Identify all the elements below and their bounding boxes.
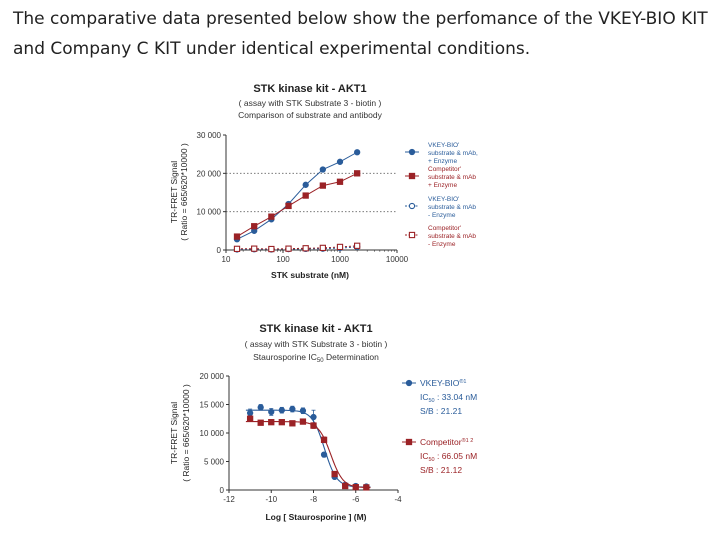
- chart1-series-1-point: [336, 178, 344, 185]
- chart1-series-1-point: [285, 202, 292, 210]
- chart1-ytick-label-3: 30 000: [197, 131, 222, 140]
- chart1-ylabel-2: ( Ratio = 665/620*10000 ): [179, 143, 189, 241]
- chart1-legend-text-0-1: substrate & mAb,: [428, 150, 478, 157]
- chart1-ytick-label-0: 0: [217, 246, 222, 255]
- chart1-series-0-point: [354, 149, 361, 156]
- intro-line-1: The comparative data presented below sho…: [13, 9, 708, 29]
- chart1-series-1-point: [354, 170, 361, 177]
- chart1-xtick-label-2: 1000: [331, 255, 349, 264]
- chart1-legend-text-3-0: Competitor': [428, 225, 461, 232]
- chart1-legend-marker-2: [408, 202, 416, 210]
- chart1-series-1-point: [251, 223, 258, 230]
- intro-text: The comparative data presented below sho…: [13, 4, 713, 64]
- chart1-xtick-label-1: 100: [276, 255, 290, 264]
- chart1-series-3-point: [302, 245, 309, 252]
- chart1-series-1-point: [302, 192, 309, 199]
- chart1-legend-text-1-1: substrate & mAb: [428, 174, 476, 181]
- chart1-legend-text-0-2: + Enzyme: [428, 158, 457, 165]
- chart1-axes: 0 10 000 20 000 30 000 10 100 1000 10000: [197, 131, 409, 264]
- chart1-series-3-point: [285, 245, 292, 252]
- chart1-legend-marker-0: [408, 148, 416, 156]
- chart1-xlabel: STK substrate (nM): [271, 270, 349, 280]
- chart1-ylabel-1: TR-FRET Signal: [169, 161, 179, 223]
- chart1-subtitle-1: ( assay with STK Substrate 3 - biotin ): [239, 98, 382, 108]
- chart1-series-3-point: [336, 243, 344, 251]
- intro-line-2: and Company C KIT under identical experi…: [13, 39, 531, 59]
- chart1-legend-text-0-0: VKEY-BIO': [428, 142, 459, 149]
- chart1-title: STK kinase kit - AKT1: [253, 83, 366, 95]
- chart1-xtick-label-3: 10000: [386, 255, 409, 264]
- chart1-legend-marker-3: [408, 231, 416, 239]
- chart1-series-1-point: [233, 233, 241, 240]
- chart1-series-0-point: [302, 181, 309, 188]
- chart1-series-3-point: [251, 245, 258, 252]
- chart1-series-1-point: [268, 213, 275, 220]
- chart1-series-0-point: [336, 158, 344, 165]
- chart1-gridlines: [226, 172, 397, 213]
- chart1-legend-text-2-0: VKEY-BIO': [428, 196, 459, 203]
- chart1-legend: VKEY-BIO'substrate & mAb,+ EnzymeCompeti…: [405, 142, 478, 248]
- chart1-legend-text-3-2: - Enzyme: [428, 241, 456, 248]
- chart1-legend-text-2-1: substrate & mAb: [428, 204, 476, 211]
- chart1-series-3-point: [268, 245, 275, 253]
- chart1-ytick-label-1: 10 000: [197, 208, 222, 217]
- chart1-legend-text-1-2: + Enzyme: [428, 182, 457, 189]
- chart1-legend-text-2-2: - Enzyme: [428, 212, 456, 219]
- chart1-series-1-point: [319, 182, 326, 189]
- chart1-series-3-point: [354, 242, 361, 249]
- chart1-legend-text-3-1: substrate & mAb: [428, 233, 476, 240]
- chart1-xtick-label-0: 10: [222, 255, 231, 264]
- chart1-series-0-point: [319, 166, 326, 173]
- chart1-subtitle-2: Comparison of substrate and antibody: [238, 110, 382, 120]
- chart1-series-3-point: [233, 245, 241, 252]
- chart1-ytick-label-2: 20 000: [197, 169, 222, 178]
- chart1-legend-marker-1: [408, 172, 416, 180]
- chart1-legend-text-1-0: Competitor': [428, 166, 461, 173]
- chart1-series-3-point: [319, 244, 326, 252]
- chart1-series: [233, 149, 361, 253]
